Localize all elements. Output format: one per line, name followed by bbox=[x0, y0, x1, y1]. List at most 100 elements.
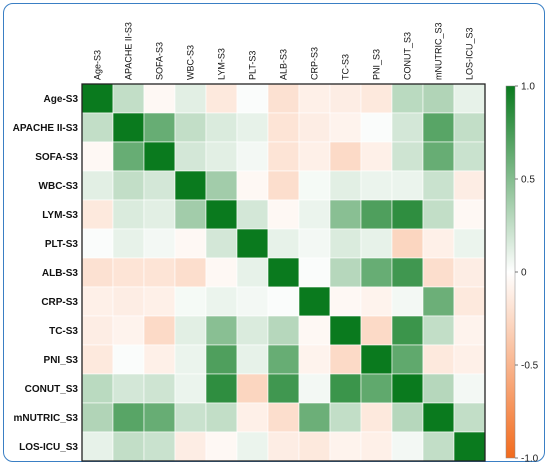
heatmap-cell bbox=[205, 315, 238, 346]
heatmap-cell bbox=[298, 83, 331, 114]
heatmap-cell bbox=[298, 431, 331, 462]
row-label: Age-S3 bbox=[44, 94, 79, 105]
heatmap-cell bbox=[112, 257, 145, 288]
heatmap-cell bbox=[267, 83, 300, 114]
heatmap-cell bbox=[422, 170, 455, 201]
heatmap-cell bbox=[205, 286, 238, 317]
heatmap-cell bbox=[143, 315, 176, 346]
heatmap-cell bbox=[112, 112, 145, 143]
heatmap-cell bbox=[205, 83, 238, 114]
heatmap-cell bbox=[453, 344, 486, 375]
heatmap-cell bbox=[329, 112, 362, 143]
column-label: LYM-S3 bbox=[217, 48, 227, 80]
heatmap-cell bbox=[422, 344, 455, 375]
heatmap-cell bbox=[112, 199, 145, 230]
heatmap-cell bbox=[143, 170, 176, 201]
heatmap-cell bbox=[360, 199, 393, 230]
heatmap-cell bbox=[329, 170, 362, 201]
heatmap-cell bbox=[174, 431, 207, 462]
heatmap-cell bbox=[174, 402, 207, 433]
heatmap-cell bbox=[236, 141, 269, 172]
heatmap-cell bbox=[174, 257, 207, 288]
row-label: CRP-S3 bbox=[41, 297, 78, 308]
heatmap-cell bbox=[391, 228, 424, 259]
heatmap-cell bbox=[81, 257, 114, 288]
heatmap-cell bbox=[329, 286, 362, 317]
heatmap-cell bbox=[391, 199, 424, 230]
heatmap-cell bbox=[298, 141, 331, 172]
heatmap-cell bbox=[453, 286, 486, 317]
heatmap-cell bbox=[236, 402, 269, 433]
row-label: CONUT_S3 bbox=[25, 384, 79, 395]
heatmap-cell bbox=[236, 228, 269, 259]
heatmap-cell bbox=[453, 431, 486, 462]
colorbar-tick-label: 0.5 bbox=[521, 175, 535, 186]
heatmap-cell bbox=[298, 170, 331, 201]
heatmap-cell bbox=[81, 286, 114, 317]
column-label: APACHE II-S3 bbox=[124, 22, 134, 80]
heatmap-cell bbox=[391, 170, 424, 201]
heatmap-cell bbox=[453, 373, 486, 404]
heatmap-cell bbox=[174, 141, 207, 172]
heatmap-cell bbox=[360, 431, 393, 462]
heatmap-cell bbox=[236, 199, 269, 230]
heatmap-cell bbox=[422, 431, 455, 462]
heatmap-cell bbox=[81, 228, 114, 259]
heatmap-cell bbox=[174, 315, 207, 346]
heatmap-cell bbox=[391, 402, 424, 433]
heatmap-cell bbox=[81, 402, 114, 433]
heatmap-cell bbox=[81, 373, 114, 404]
row-label: TC-S3 bbox=[49, 326, 78, 337]
heatmap-cell bbox=[112, 286, 145, 317]
heatmap-cell bbox=[112, 83, 145, 114]
heatmap-cell bbox=[112, 141, 145, 172]
heatmap-cell bbox=[453, 257, 486, 288]
heatmap-cell bbox=[391, 315, 424, 346]
heatmap-cell bbox=[267, 315, 300, 346]
column-label: PLT-S3 bbox=[248, 51, 258, 80]
heatmap-cell bbox=[298, 199, 331, 230]
heatmap-cell bbox=[81, 170, 114, 201]
colorbar-tick-label: 1.0 bbox=[521, 82, 535, 93]
heatmap-cell bbox=[143, 373, 176, 404]
heatmap-cell bbox=[205, 431, 238, 462]
heatmap-cell bbox=[298, 315, 331, 346]
heatmap-cell bbox=[329, 141, 362, 172]
heatmap-cell bbox=[81, 83, 114, 114]
heatmap-cell bbox=[391, 83, 424, 114]
heatmap-cell bbox=[236, 83, 269, 114]
heatmap-cell bbox=[422, 315, 455, 346]
heatmap-cell bbox=[205, 199, 238, 230]
row-label: LOS-ICU_S3 bbox=[19, 442, 78, 453]
heatmap-cell bbox=[267, 344, 300, 375]
heatmap-cell bbox=[422, 83, 455, 114]
column-label: TC-S3 bbox=[341, 54, 351, 80]
column-label: ALB-S3 bbox=[279, 49, 289, 80]
heatmap-cell bbox=[81, 199, 114, 230]
heatmap-cell bbox=[422, 257, 455, 288]
heatmap-cell bbox=[298, 228, 331, 259]
row-label: PNI_S3 bbox=[44, 355, 79, 366]
heatmap-cell bbox=[453, 315, 486, 346]
heatmap-cell bbox=[391, 431, 424, 462]
heatmap-cell bbox=[143, 344, 176, 375]
heatmap-cell bbox=[205, 344, 238, 375]
heatmap-cell bbox=[422, 141, 455, 172]
heatmap-cell bbox=[329, 315, 362, 346]
heatmap-cell bbox=[81, 344, 114, 375]
heatmap-cell bbox=[174, 83, 207, 114]
column-label: mNUTRIC_S3 bbox=[434, 22, 444, 80]
heatmap-cell bbox=[174, 170, 207, 201]
heatmap-cell bbox=[236, 257, 269, 288]
heatmap-cell bbox=[453, 141, 486, 172]
heatmap-cell bbox=[143, 199, 176, 230]
heatmap-cell bbox=[422, 228, 455, 259]
heatmap-cell bbox=[81, 141, 114, 172]
heatmap-cell bbox=[205, 228, 238, 259]
heatmap-cell bbox=[112, 373, 145, 404]
heatmap-cell bbox=[236, 112, 269, 143]
heatmap-cell bbox=[453, 112, 486, 143]
column-label: CRP-S3 bbox=[310, 47, 320, 80]
heatmap-cell bbox=[329, 257, 362, 288]
heatmap-cell bbox=[174, 112, 207, 143]
